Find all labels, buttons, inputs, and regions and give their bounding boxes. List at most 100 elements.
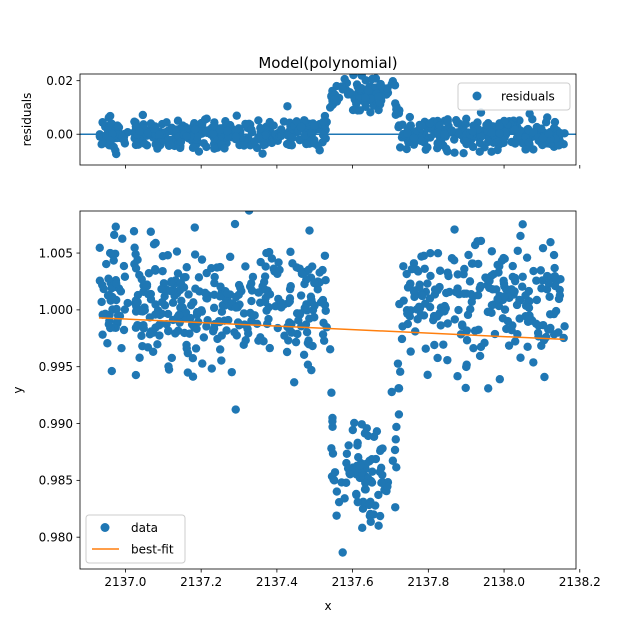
data-point: [488, 285, 497, 294]
data-point: [225, 252, 235, 262]
data-point: [284, 336, 293, 345]
residual-point: [153, 144, 162, 153]
data-point: [487, 308, 496, 317]
residual-point: [390, 81, 400, 90]
residual-point: [259, 140, 268, 150]
data-point: [241, 336, 250, 345]
data-point: [254, 336, 263, 345]
data-point: [330, 476, 339, 485]
residual-point: [510, 125, 520, 134]
data-point: [174, 310, 184, 320]
data-point: [131, 323, 141, 332]
residual-point: [319, 117, 328, 126]
data-point: [261, 262, 270, 271]
residual-point: [300, 131, 309, 140]
residual-point: [433, 128, 443, 138]
data-point: [500, 305, 510, 314]
residual-point: [106, 136, 115, 145]
residual-point: [302, 139, 311, 149]
data-point: [123, 298, 132, 308]
data-point: [462, 336, 472, 345]
data-point: [267, 254, 277, 263]
data-point: [150, 265, 160, 274]
residual-point: [108, 129, 117, 139]
data-point: [554, 294, 564, 304]
data-point: [476, 236, 486, 246]
data-point: [383, 482, 392, 491]
residual-point: [154, 130, 164, 139]
data-legend: data best-fit: [85, 514, 186, 564]
data-point: [397, 334, 407, 344]
data-point: [390, 445, 400, 455]
data-point: [511, 337, 520, 346]
residual-point: [348, 105, 358, 115]
data-point: [210, 272, 219, 282]
data-point: [296, 291, 306, 300]
residual-point: [451, 115, 461, 125]
residual-point: [267, 138, 277, 148]
data-point: [344, 441, 353, 450]
residual-point: [166, 140, 175, 150]
residual-point: [173, 116, 183, 125]
data-point: [109, 230, 119, 240]
y-tick-label: 0.02: [46, 74, 73, 88]
data-point: [177, 296, 186, 305]
data-point: [395, 367, 405, 376]
data-point: [310, 278, 319, 287]
y-tick-label: 1.005: [39, 246, 73, 260]
residual-point: [310, 121, 319, 131]
data-point: [450, 315, 460, 324]
x-tick-label: 2137.2: [180, 575, 222, 589]
residual-point: [239, 141, 249, 150]
data-point: [353, 441, 362, 450]
residuals-legend: residuals: [457, 82, 571, 111]
data-point: [358, 504, 368, 513]
y-tick-label: 0.990: [39, 417, 73, 431]
data-point: [354, 453, 363, 462]
data-point: [282, 347, 292, 357]
data-points: [95, 211, 569, 557]
residual-point: [423, 143, 432, 152]
x-tick-label: 2137.6: [332, 575, 374, 589]
data-point: [310, 301, 319, 310]
data-point: [410, 327, 420, 336]
residual-point: [149, 124, 159, 134]
data-point: [391, 435, 400, 444]
residuals-y-axis-label: residuals: [20, 93, 34, 147]
data-point: [320, 300, 330, 310]
data-point: [182, 263, 191, 272]
data-point: [462, 326, 472, 335]
y-tick-label: 1.000: [39, 303, 73, 317]
y-tick-label: 0.985: [39, 474, 73, 488]
data-legend-box: [85, 514, 186, 564]
data-legend-label: data: [131, 521, 158, 535]
data-point: [215, 345, 225, 354]
data-point: [151, 310, 160, 319]
data-point: [98, 280, 107, 290]
residual-point: [140, 139, 149, 148]
data-point: [476, 281, 485, 291]
residual-point: [208, 129, 218, 138]
residual-point: [550, 117, 560, 127]
residual-point: [521, 145, 531, 154]
data-point: [157, 309, 166, 318]
data-point: [518, 220, 527, 229]
data-point: [538, 276, 547, 285]
residual-point: [330, 95, 339, 104]
data-point: [467, 297, 476, 307]
data-point: [376, 446, 385, 456]
data-point: [350, 418, 359, 428]
data-point: [447, 254, 457, 263]
data-point: [105, 248, 115, 258]
residual-point: [398, 120, 407, 129]
data-point: [164, 362, 173, 371]
data-point: [131, 264, 141, 273]
residual-point: [221, 116, 230, 126]
data-point: [475, 351, 485, 361]
data-point: [518, 272, 527, 281]
residual-point: [277, 125, 286, 134]
data-point: [149, 240, 159, 249]
data-point: [98, 330, 107, 339]
residual-point: [269, 121, 278, 130]
data-point: [532, 276, 541, 285]
